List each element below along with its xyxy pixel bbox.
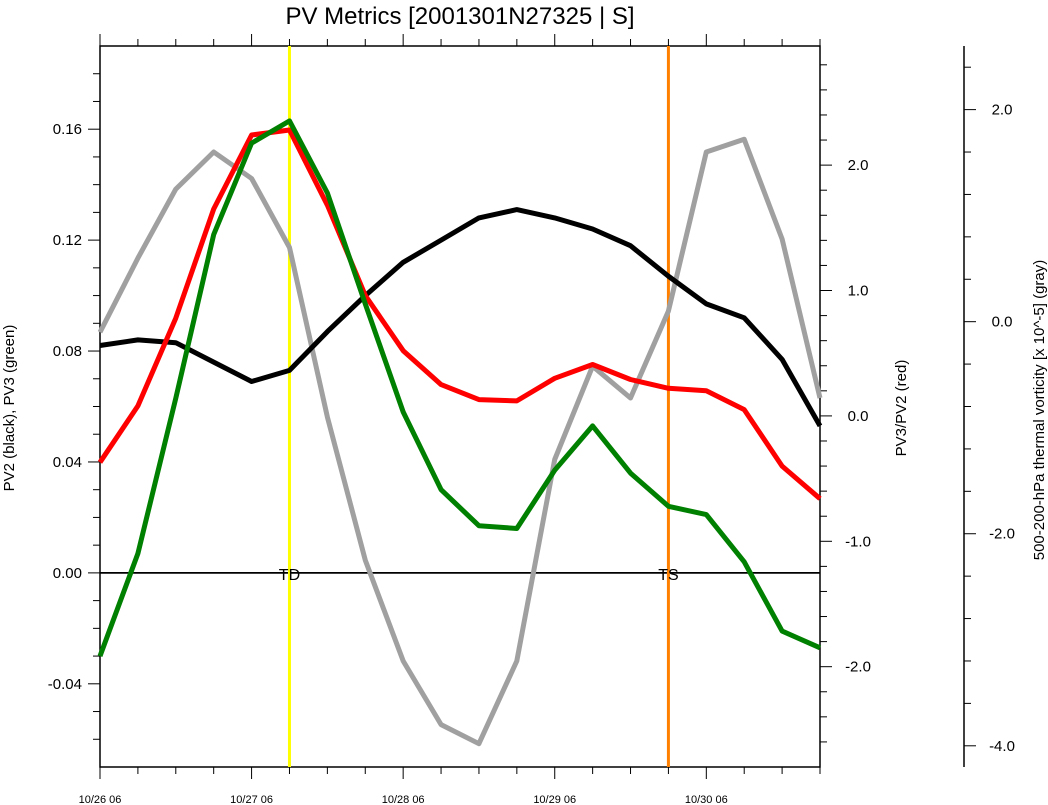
left-tick-label: -0.04 <box>48 676 82 693</box>
left-tick-label: 0.04 <box>53 454 82 471</box>
left-tick-label: 0.16 <box>53 121 82 138</box>
far-tick-label: -4.0 <box>989 738 1015 755</box>
series-line-pv3 <box>97 118 822 657</box>
right-tick-label: 1.0 <box>848 283 869 300</box>
far-axis-label: 500-200-hPa thermal vorticity [x 10^-5] … <box>1031 260 1048 561</box>
x-tick-label: 10/30 06 <box>685 794 728 805</box>
x-tick-label: 10/27 06 <box>230 794 273 805</box>
far-tick-label: 0.0 <box>992 314 1013 331</box>
series-line-thermal-vorticity <box>97 136 823 747</box>
event-label-td: TD <box>279 567 300 584</box>
series-line-pv2 <box>99 207 823 428</box>
x-tick-label: 10/29 06 <box>533 794 576 805</box>
right-tick-label: -2.0 <box>845 659 871 676</box>
right-tick-label: 2.0 <box>848 157 869 174</box>
far-tick-label: 2.0 <box>992 102 1013 119</box>
right-tick-label: -1.0 <box>845 533 871 550</box>
chart-title: PV Metrics [2001301N27325 | S] <box>285 3 634 30</box>
event-label-ts: TS <box>658 567 678 584</box>
left-tick-label: 0.00 <box>53 565 82 582</box>
far-tick-label: -2.0 <box>989 526 1015 543</box>
right-axis-label: PV3/PV2 (red) <box>893 360 910 457</box>
left-tick-label: 0.08 <box>53 343 82 360</box>
left-axis-label: PV2 (black), PV3 (green) <box>1 325 18 492</box>
left-tick-label: 0.12 <box>53 232 82 249</box>
right-tick-label: 0.0 <box>848 408 869 425</box>
plot-area: 10/26 06 10/27 06 10/28 06 10/29 06 10/30 06… <box>48 34 1015 805</box>
series-line-pv3-pv2 <box>97 127 822 501</box>
x-tick-label: 10/26 06 <box>79 794 122 805</box>
x-tick-label: 10/28 06 <box>382 794 425 805</box>
